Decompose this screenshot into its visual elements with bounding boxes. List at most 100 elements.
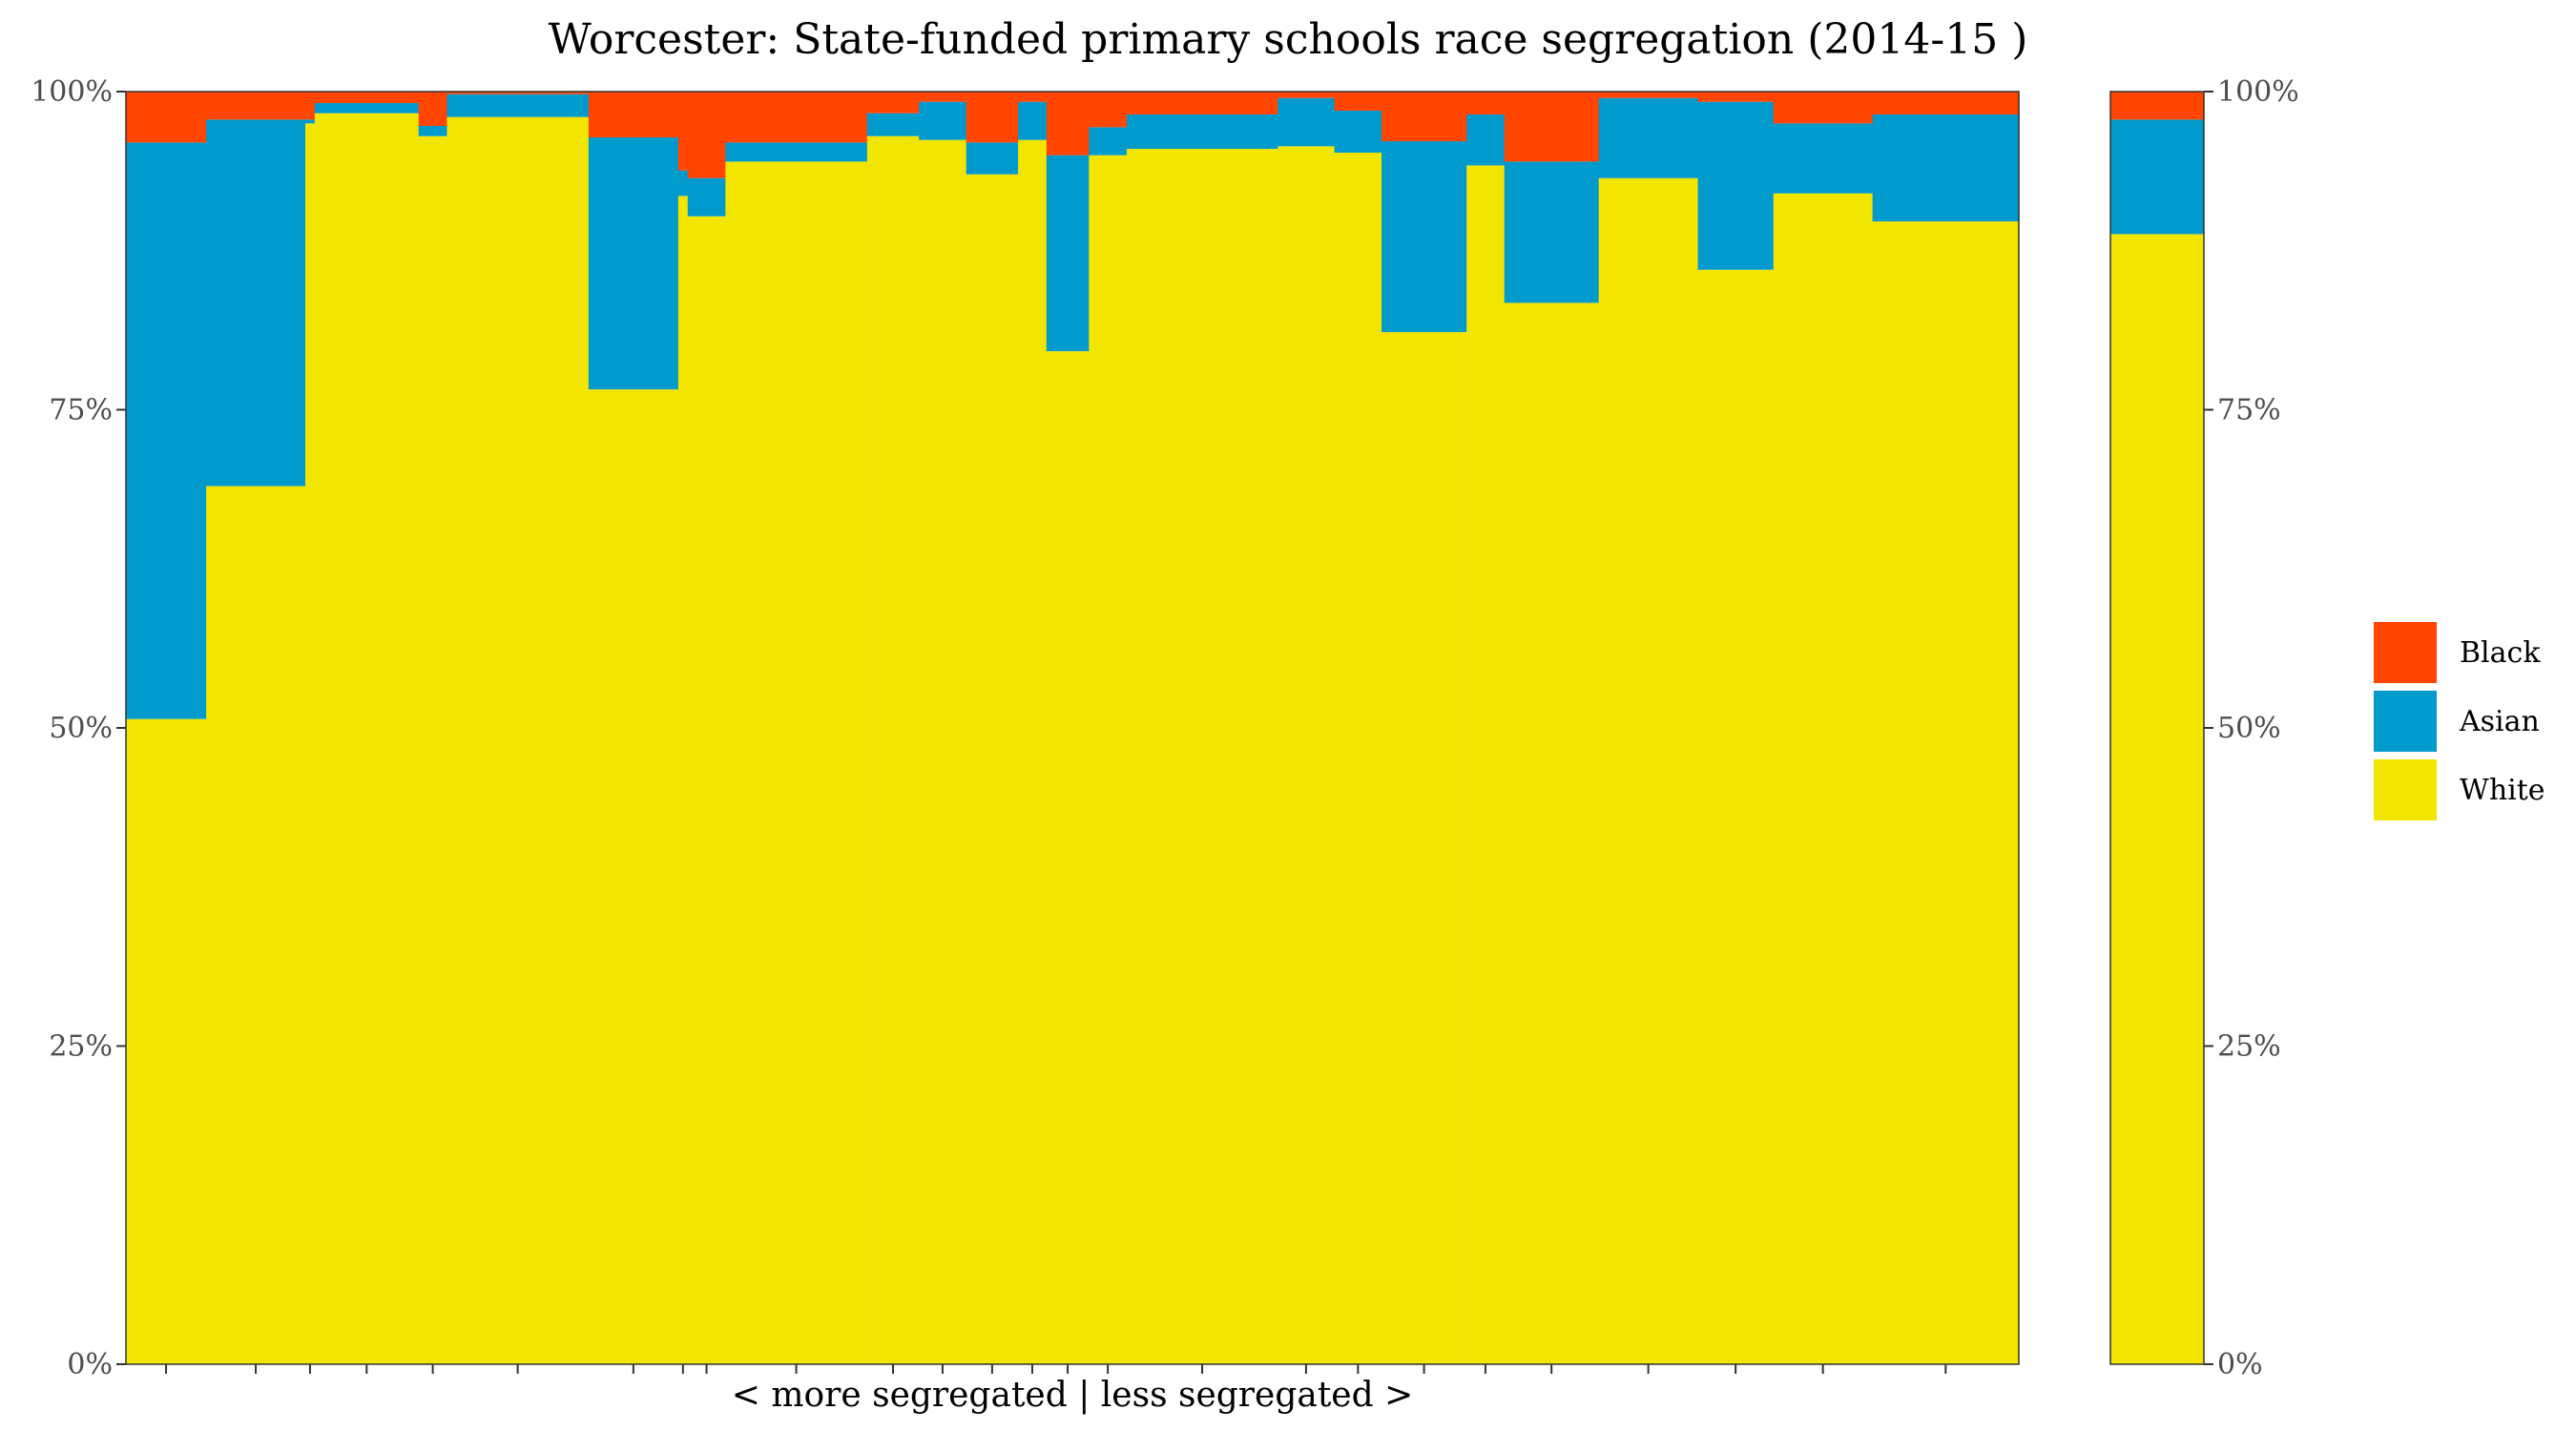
bar-segment-asian bbox=[725, 142, 868, 162]
bar-segment-white bbox=[314, 113, 420, 1364]
bar-segment-asian bbox=[126, 142, 207, 719]
school-bar bbox=[305, 92, 316, 1365]
school-bar bbox=[418, 92, 448, 1365]
legend-swatch-white bbox=[2374, 759, 2437, 820]
school-bar bbox=[447, 92, 590, 1364]
bar-segment-white bbox=[305, 123, 316, 1365]
overall-segment-asian bbox=[2110, 119, 2204, 235]
legend-swatch-asian bbox=[2374, 691, 2437, 752]
bar-segment-asian bbox=[1126, 114, 1278, 150]
bar-segment-white bbox=[418, 135, 448, 1365]
bar-segment-white bbox=[1697, 269, 1775, 1364]
bar-segment-asian bbox=[1773, 123, 1874, 194]
bar-segment-black bbox=[725, 92, 868, 143]
bar-segment-black bbox=[866, 92, 920, 114]
overall-segment-black bbox=[2110, 92, 2204, 120]
school-bar bbox=[687, 92, 726, 1365]
school-bar bbox=[1504, 92, 1600, 1365]
bar-segment-asian bbox=[1598, 97, 1699, 178]
bar-segment-asian bbox=[866, 113, 920, 136]
bar-segment-black bbox=[447, 92, 590, 94]
bar-segment-white bbox=[687, 216, 726, 1365]
bar-segment-white bbox=[1046, 351, 1090, 1364]
school-bar bbox=[1046, 92, 1090, 1364]
school-bar bbox=[126, 92, 207, 1364]
bar-segment-black bbox=[1334, 92, 1382, 112]
bar-segment-white bbox=[1773, 193, 1874, 1365]
y-tick-label-right: 100% bbox=[2217, 75, 2299, 109]
bar-segment-black bbox=[1697, 92, 1775, 102]
bar-segment-black bbox=[1089, 92, 1128, 128]
bar-segment-white bbox=[1334, 153, 1382, 1364]
bar-segment-black bbox=[1046, 92, 1090, 156]
bar-segment-black bbox=[1126, 92, 1278, 115]
bar-segment-asian bbox=[447, 93, 590, 117]
bar-segment-asian bbox=[588, 137, 679, 390]
bar-segment-black bbox=[314, 92, 420, 104]
bar-segment-asian bbox=[1466, 114, 1506, 166]
bar-segment-asian bbox=[1504, 161, 1600, 303]
school-bar bbox=[1466, 92, 1506, 1364]
bar-segment-black bbox=[588, 92, 679, 138]
bar-segment-white bbox=[1381, 332, 1467, 1364]
bar-segment-black bbox=[919, 92, 967, 102]
school-bar bbox=[206, 92, 306, 1364]
y-tick-label-right: 50% bbox=[2217, 712, 2281, 745]
chart-title: Worcester: State-funded primary schools … bbox=[549, 15, 2028, 64]
bar-segment-black bbox=[1278, 92, 1336, 98]
bar-segment-asian bbox=[1046, 155, 1090, 352]
bar-segment-asian bbox=[919, 101, 967, 140]
legend-item: White bbox=[2374, 759, 2545, 820]
bar-segment-black bbox=[418, 92, 448, 127]
bar-segment-asian bbox=[206, 119, 306, 487]
bar-segment-black bbox=[1773, 92, 1874, 124]
bar-segment-asian bbox=[305, 119, 316, 124]
bar-segment-black bbox=[305, 92, 316, 120]
bar-segment-white bbox=[1466, 165, 1506, 1364]
bar-segment-white bbox=[206, 486, 306, 1364]
bar-segment-asian bbox=[314, 103, 420, 114]
legend-item: Asian bbox=[2374, 691, 2540, 752]
school-bar bbox=[1872, 92, 2020, 1364]
bar-segment-asian bbox=[1018, 101, 1048, 140]
school-bar bbox=[677, 92, 689, 1364]
bar-segment-black bbox=[126, 92, 207, 143]
bar-segment-black bbox=[1504, 92, 1600, 162]
bar-segment-black bbox=[1018, 92, 1048, 102]
bar-segment-black bbox=[1598, 92, 1699, 98]
bar-segment-white bbox=[1278, 146, 1336, 1365]
bar-segment-asian bbox=[677, 170, 689, 197]
y-tick-label-left: 100% bbox=[31, 75, 113, 109]
y-tick-label-left: 50% bbox=[49, 712, 113, 745]
school-bar bbox=[1598, 92, 1699, 1365]
y-tick-label-left: 75% bbox=[49, 394, 113, 427]
bar-segment-white bbox=[1018, 139, 1048, 1365]
school-bar bbox=[1334, 92, 1382, 1364]
bar-segment-asian bbox=[1334, 111, 1382, 154]
bar-segment-white bbox=[677, 196, 689, 1364]
school-bar bbox=[725, 92, 868, 1364]
bar-segment-black bbox=[677, 92, 689, 171]
legend-label: Black bbox=[2460, 636, 2541, 670]
school-bar bbox=[314, 92, 420, 1364]
y-tick-label-left: 25% bbox=[49, 1030, 113, 1064]
bar-segment-asian bbox=[1278, 97, 1336, 147]
bar-segment-white bbox=[1126, 149, 1278, 1364]
bar-segment-black bbox=[966, 92, 1019, 143]
legend-label: White bbox=[2460, 774, 2545, 807]
y-tick-label-right: 75% bbox=[2217, 394, 2281, 427]
bar-segment-black bbox=[687, 92, 726, 178]
school-bar bbox=[919, 92, 967, 1365]
school-bar bbox=[1018, 92, 1048, 1365]
overall-segment-white bbox=[2110, 234, 2204, 1364]
bar-segment-white bbox=[1872, 221, 2020, 1364]
bar-segment-white bbox=[1504, 302, 1600, 1365]
bar-segment-asian bbox=[687, 177, 726, 217]
bar-segment-white bbox=[1089, 155, 1128, 1365]
bar-segment-asian bbox=[1381, 141, 1467, 333]
legend: Black Asian White bbox=[2374, 622, 2545, 820]
bar-segment-white bbox=[1598, 177, 1699, 1365]
school-bar bbox=[1381, 92, 1467, 1364]
school-bar bbox=[966, 92, 1019, 1365]
